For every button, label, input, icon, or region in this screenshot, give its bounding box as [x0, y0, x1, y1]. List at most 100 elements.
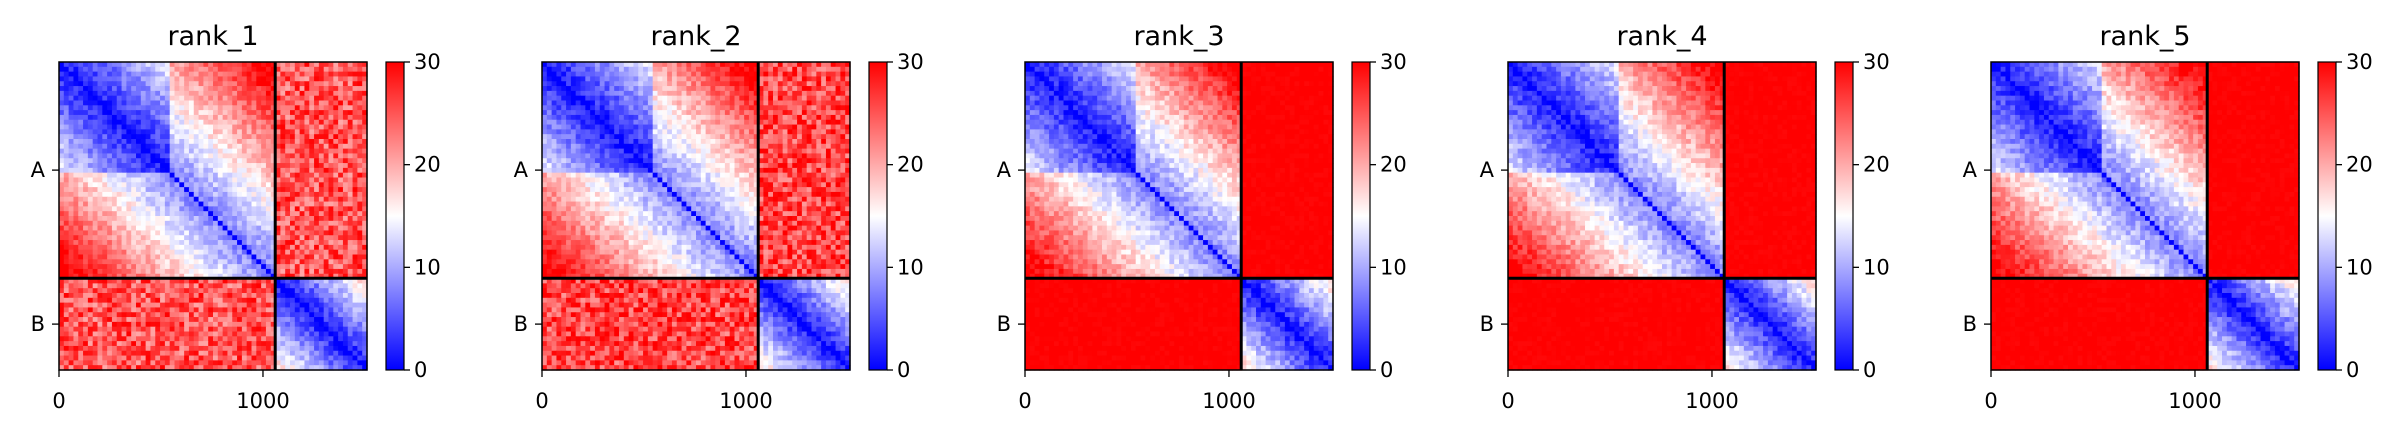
pae-cell: [232, 110, 238, 116]
pae-cell: [352, 182, 358, 188]
pae-cell: [179, 211, 185, 217]
pae-cell: [193, 167, 200, 174]
pae-cell: [179, 268, 185, 275]
pae-cell: [309, 293, 315, 299]
pae-cell: [352, 81, 358, 87]
pae-cell: [773, 76, 779, 82]
pae-cell: [145, 163, 152, 169]
pae-cell: [198, 76, 204, 82]
pae-cell: [59, 211, 65, 217]
pae-cell: [198, 66, 204, 73]
pae-cell: [628, 110, 635, 116]
pae-cell: [748, 119, 755, 126]
pae-cell: [342, 81, 349, 87]
pae-cell: [59, 86, 65, 92]
pae-cell: [570, 119, 577, 126]
pae-cell: [184, 302, 190, 309]
pae-cell: [145, 341, 152, 347]
pae-cell: [657, 110, 663, 116]
pae-cell: [232, 105, 238, 111]
pae-cell: [164, 317, 171, 323]
pae-cell: [251, 240, 257, 246]
pae-cell: [174, 163, 180, 169]
pae-cell: [763, 105, 769, 111]
pae-cell: [280, 187, 286, 193]
pae-cell: [222, 264, 229, 270]
pae-cell: [92, 110, 99, 116]
pae-cell: [585, 105, 591, 111]
pae-cell: [821, 110, 827, 116]
pae-cell: [638, 110, 644, 116]
pae-cell: [217, 273, 224, 280]
pae-cell: [681, 71, 687, 78]
pae-cell: [806, 95, 813, 102]
pae-cell: [193, 365, 200, 371]
pae-cell: [357, 360, 363, 366]
pae-cell: [241, 158, 248, 164]
pae-cell: [270, 259, 277, 265]
pae-cell: [227, 307, 233, 313]
pae-cell: [198, 105, 204, 111]
pae-cell: [102, 273, 108, 280]
pae-cell: [328, 110, 334, 116]
pae-cell: [208, 211, 214, 217]
pae-cell: [246, 100, 253, 106]
pae-cell: [715, 95, 721, 102]
pae-cell: [160, 187, 166, 193]
pae-cell: [63, 321, 70, 328]
pae-cell: [290, 365, 296, 371]
pae-cell: [102, 95, 108, 102]
heatmap-cells: [59, 62, 368, 371]
pae-cell: [294, 76, 301, 82]
pae-cell: [294, 345, 301, 352]
pae-cell: [160, 216, 166, 222]
pae-cell: [710, 100, 716, 106]
pae-cell: [328, 167, 334, 174]
pae-cell: [604, 95, 610, 102]
pae-cell: [845, 110, 851, 116]
pae-cell: [232, 326, 238, 333]
pae-cell: [131, 283, 137, 289]
pae-cell: [59, 273, 65, 280]
pae-cell: [121, 182, 127, 188]
pae-cell: [169, 288, 176, 294]
pae-cell: [246, 235, 253, 241]
pae-cell: [835, 100, 841, 106]
pae-cell: [59, 163, 65, 169]
pae-cell: [318, 336, 325, 342]
pae-cell: [700, 110, 707, 116]
pae-cell: [68, 172, 75, 179]
pae-cell: [73, 321, 79, 328]
pae-cell: [87, 191, 94, 198]
pae-cell: [729, 95, 736, 102]
pae-cell: [275, 182, 281, 188]
pae-cell: [121, 100, 127, 106]
pae-cell: [333, 321, 339, 328]
pae-cell: [696, 100, 702, 106]
pae-cell: [174, 95, 180, 102]
pae-cell: [696, 114, 702, 121]
pae-cell: [160, 143, 166, 150]
pae-cell: [270, 254, 277, 260]
pae-cell: [164, 66, 171, 73]
pae-cell: [87, 341, 94, 347]
pae-cell: [285, 81, 291, 87]
pae-cell: [256, 76, 262, 82]
pae-cell: [107, 259, 113, 265]
pae-cell: [816, 76, 822, 82]
pae-cell: [309, 86, 315, 92]
pae-cell: [352, 326, 358, 333]
pae-cell: [270, 336, 277, 342]
pae-cell: [609, 90, 615, 97]
pae-cell: [246, 355, 253, 361]
pae-cell: [116, 211, 123, 217]
pae-cell: [265, 244, 272, 251]
pae-cell: [174, 341, 180, 347]
pae-cell: [155, 268, 161, 275]
pae-cell: [357, 110, 363, 116]
pae-cell: [102, 143, 108, 150]
pae-cell: [294, 312, 301, 318]
pae-cell: [623, 124, 630, 130]
pae-cell: [121, 278, 127, 284]
pae-cell: [174, 134, 180, 140]
